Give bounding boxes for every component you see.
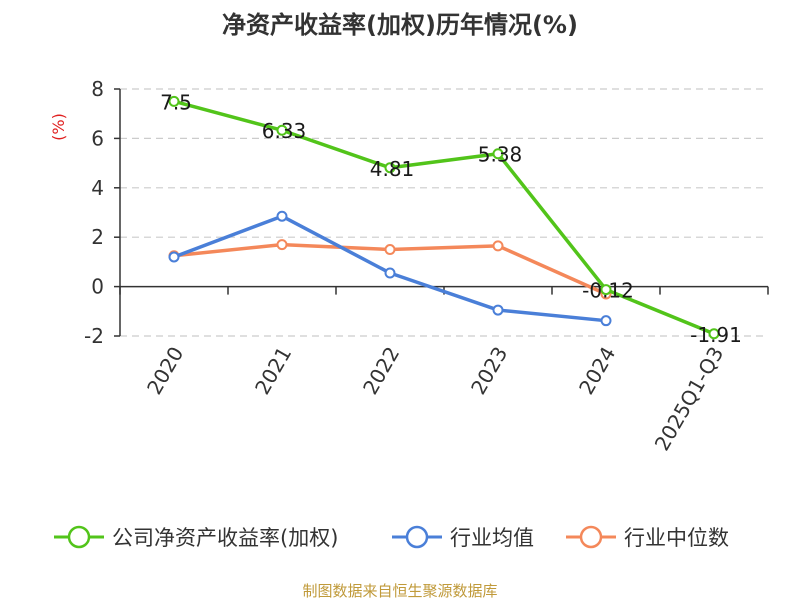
data-point xyxy=(384,267,396,279)
data-point xyxy=(708,328,720,340)
legend-label: 行业均值 xyxy=(450,526,534,550)
gridlines xyxy=(120,88,768,337)
legend-label: 行业中位数 xyxy=(624,526,729,550)
y-tick-label: 0 xyxy=(91,275,104,299)
data-point xyxy=(276,124,288,136)
y-axis-unit-label: (%) xyxy=(49,113,68,141)
data-label: 6.33 xyxy=(262,119,307,143)
chart-title: 净资产收益率(加权)历年情况(%) xyxy=(222,11,578,39)
data-point xyxy=(276,210,288,222)
data-label: -1.91 xyxy=(690,323,742,347)
data-point xyxy=(384,162,396,174)
series-line xyxy=(172,99,716,336)
data-point xyxy=(600,315,612,327)
y-tick-label: 4 xyxy=(91,176,104,200)
data-label: 4.81 xyxy=(370,157,415,181)
series-1 xyxy=(168,210,612,327)
legend-item-2: 行业中位数 xyxy=(566,525,729,550)
data-labels: 7.5 6.33 4.81 5.38 -0.12 -1.91 xyxy=(160,90,742,346)
x-tick-label: 2022 xyxy=(358,343,404,399)
y-tick-label: 8 xyxy=(91,77,104,101)
series-lines xyxy=(168,95,720,340)
x-tick-label: 2020 xyxy=(142,343,188,399)
x-tick-label: 2025Q1-Q3 xyxy=(650,343,729,455)
data-label: -0.12 xyxy=(582,279,634,303)
y-tick-label: 6 xyxy=(91,126,104,150)
legend: 公司净资产收益率(加权) 行业均值 行业中位数 xyxy=(54,525,729,550)
data-point xyxy=(384,244,396,256)
x-tick-label: 2023 xyxy=(466,343,512,399)
legend-marker xyxy=(579,525,603,549)
legend-item-1: 行业均值 xyxy=(392,525,534,550)
y-tick-label: 2 xyxy=(91,225,104,249)
legend-marker xyxy=(67,525,91,549)
axes: -2 0 2 4 6 8 2020 2021 2022 2023 2024 2025Q1-Q3 xyxy=(84,77,769,455)
data-point xyxy=(492,240,504,252)
data-point xyxy=(600,284,612,296)
data-point xyxy=(492,148,504,160)
data-label: 5.38 xyxy=(478,143,523,167)
data-point xyxy=(492,304,504,316)
data-point xyxy=(276,239,288,251)
legend-label: 公司净资产收益率(加权) xyxy=(112,526,338,550)
data-point xyxy=(168,95,180,107)
x-tick-label: 2024 xyxy=(574,343,620,399)
series-0 xyxy=(168,95,720,340)
x-tick-label: 2021 xyxy=(250,343,296,399)
legend-item-0: 公司净资产收益率(加权) xyxy=(54,525,338,550)
data-label: 7.5 xyxy=(160,90,192,114)
data-source-note: 制图数据来自恒生聚源数据库 xyxy=(302,582,497,600)
y-tick-label: -2 xyxy=(84,324,104,348)
data-point xyxy=(168,251,180,263)
legend-marker xyxy=(405,525,429,549)
